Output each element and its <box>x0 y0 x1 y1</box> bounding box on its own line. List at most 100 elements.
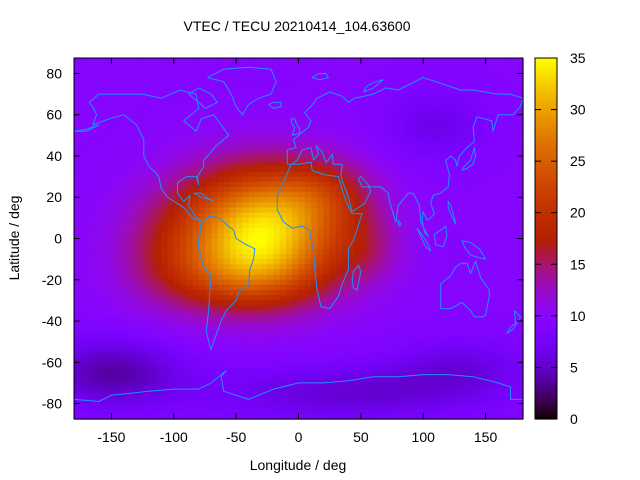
heatmap-cell <box>167 382 175 389</box>
heatmap-cell <box>317 192 325 198</box>
heatmap-cell <box>460 104 468 111</box>
heatmap-cell <box>441 94 449 100</box>
heatmap-cell <box>373 248 381 255</box>
heatmap-cell <box>329 186 337 193</box>
heatmap-cell <box>80 99 88 106</box>
heatmap-cell <box>298 155 306 162</box>
heatmap-cell <box>317 104 325 111</box>
heatmap-cell <box>373 192 381 198</box>
heatmap-cell <box>254 336 262 343</box>
heatmap-cell <box>236 94 243 100</box>
heatmap-cell <box>516 377 524 384</box>
heatmap-cell <box>142 217 150 224</box>
heatmap-cell <box>286 104 293 111</box>
heatmap-cell <box>204 351 212 358</box>
heatmap-cell <box>454 279 462 286</box>
heatmap-cell <box>279 377 287 384</box>
heatmap-cell <box>460 248 468 255</box>
heatmap-cell <box>335 171 343 178</box>
heatmap-cell <box>329 140 337 147</box>
heatmap-cell <box>485 99 493 106</box>
heatmap-cell <box>435 259 443 265</box>
heatmap-cell <box>229 171 237 178</box>
heatmap-cell <box>273 274 281 281</box>
heatmap-cell <box>155 388 162 394</box>
heatmap-cell <box>317 228 325 234</box>
heatmap-cell <box>180 362 187 369</box>
heatmap-cell <box>367 109 374 116</box>
heatmap-cell <box>130 161 137 167</box>
heatmap-cell <box>342 362 349 369</box>
heatmap-cell <box>105 140 113 147</box>
heatmap-cell <box>354 207 362 214</box>
heatmap-cell <box>441 161 449 167</box>
heatmap-cell <box>429 140 437 147</box>
heatmap-cell <box>448 290 456 296</box>
heatmap-cell <box>198 403 206 410</box>
heatmap-cell <box>229 259 237 265</box>
heatmap-cell <box>317 207 325 214</box>
heatmap-cell <box>279 94 287 100</box>
heatmap-cell <box>342 279 349 286</box>
heatmap-cell <box>111 228 119 234</box>
heatmap-cell <box>460 125 468 131</box>
heatmap-cell <box>173 326 181 332</box>
heatmap-cell <box>367 119 374 126</box>
heatmap-cell <box>130 377 137 384</box>
heatmap-cell <box>385 114 393 121</box>
heatmap-cell <box>292 58 300 64</box>
heatmap-cell <box>292 99 300 106</box>
heatmap-cell <box>317 295 325 301</box>
heatmap-cell <box>117 382 125 389</box>
heatmap-cell <box>429 305 437 312</box>
heatmap-cell <box>142 109 150 116</box>
heatmap-cell <box>286 243 293 250</box>
heatmap-cell <box>348 130 356 136</box>
heatmap-cell <box>510 88 518 95</box>
heatmap-cell <box>223 315 231 322</box>
heatmap-cell <box>80 202 88 209</box>
heatmap-cell <box>105 315 113 322</box>
heatmap-cell <box>454 290 462 296</box>
heatmap-cell <box>117 150 125 157</box>
heatmap-cell <box>310 305 318 312</box>
heatmap-cell <box>460 315 468 322</box>
heatmap-cell <box>105 176 113 183</box>
heatmap-cell <box>292 388 300 394</box>
heatmap-cell <box>123 207 131 214</box>
heatmap-cell <box>130 388 137 394</box>
heatmap-cell <box>261 192 268 198</box>
heatmap-cell <box>379 310 387 317</box>
heatmap-cell <box>398 326 406 332</box>
heatmap-cell <box>466 125 474 131</box>
heatmap-cell <box>142 315 150 322</box>
heatmap-cell <box>286 197 293 203</box>
heatmap-cell <box>261 336 268 343</box>
heatmap-cell <box>148 207 156 214</box>
heatmap-cell <box>242 382 250 389</box>
heatmap-cell <box>148 186 156 193</box>
heatmap-cell <box>173 166 181 173</box>
heatmap-cell <box>479 223 487 229</box>
heatmap-cell <box>491 372 499 379</box>
heatmap-cell <box>367 321 374 327</box>
heatmap-cell <box>304 253 312 260</box>
heatmap-cell <box>148 315 156 322</box>
heatmap-cell <box>173 176 181 183</box>
heatmap-cell <box>86 413 94 420</box>
heatmap-cell <box>111 83 119 90</box>
heatmap-cell <box>86 109 94 116</box>
heatmap-cell <box>323 94 331 100</box>
heatmap-cell <box>354 279 362 286</box>
heatmap-cell <box>323 300 331 307</box>
heatmap-cell <box>142 212 150 219</box>
heatmap-cell <box>186 274 194 281</box>
heatmap-cell <box>373 135 381 142</box>
heatmap-cell <box>198 305 206 312</box>
heatmap-cell <box>80 73 88 80</box>
heatmap-cell <box>292 269 300 276</box>
heatmap-cell <box>410 207 418 214</box>
heatmap-cell <box>454 140 462 147</box>
heatmap-cell <box>98 398 106 405</box>
heatmap-cell <box>348 109 356 116</box>
